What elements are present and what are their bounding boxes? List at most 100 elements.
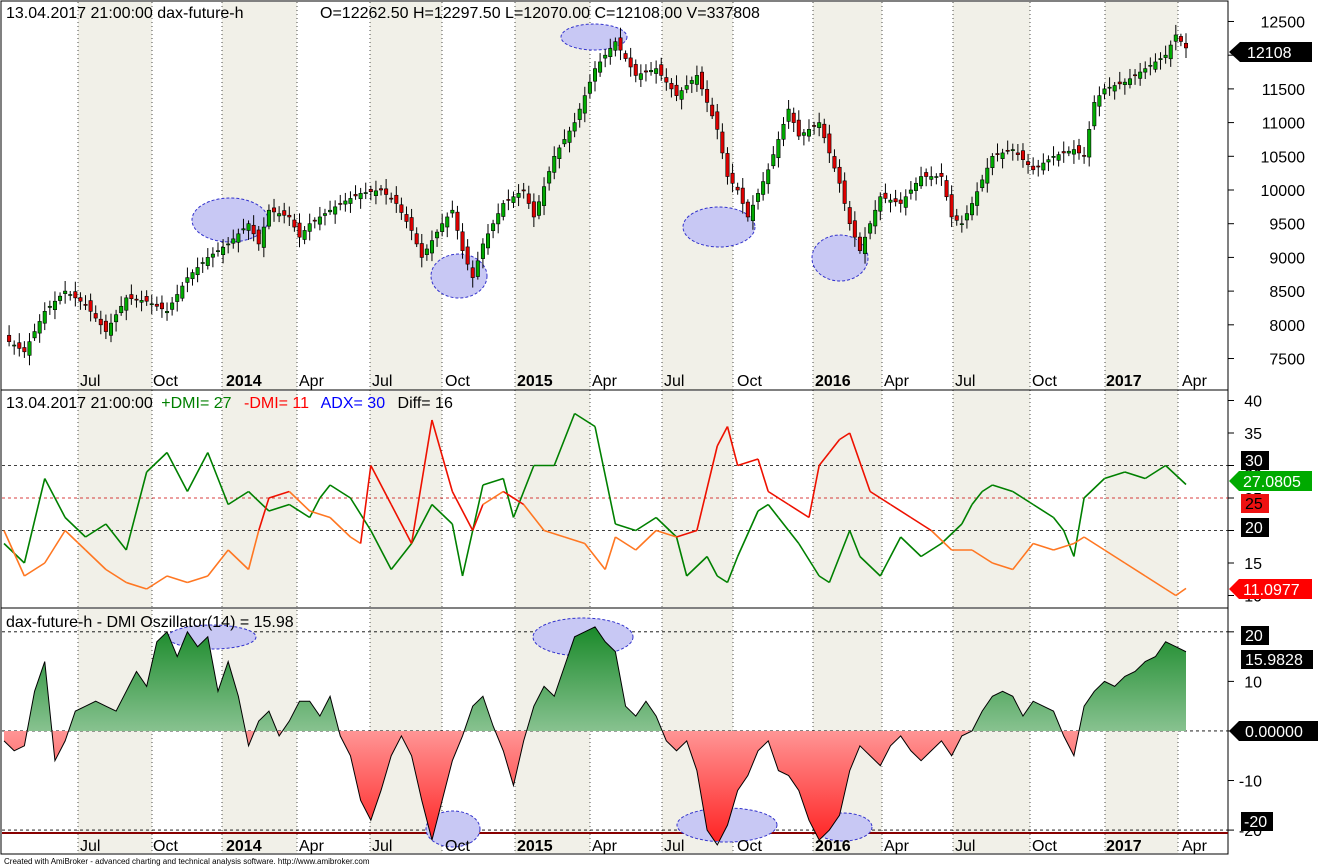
candle xyxy=(740,178,745,214)
candle xyxy=(333,200,338,224)
osc-tag-20: 20 xyxy=(1245,628,1263,645)
candle xyxy=(1046,155,1051,172)
x-tick-label: Oct xyxy=(445,838,470,855)
quarter-band xyxy=(1105,2,1178,390)
candle xyxy=(190,269,195,286)
dmi-segment xyxy=(655,516,678,538)
candle xyxy=(317,206,322,231)
quarter-band xyxy=(370,2,442,390)
dmi-segment xyxy=(1053,542,1075,551)
candle xyxy=(669,78,674,98)
dmi-segment xyxy=(1012,490,1034,506)
dmi-segment xyxy=(848,432,871,492)
candle xyxy=(1066,146,1071,157)
candle xyxy=(261,217,266,258)
background-bands xyxy=(78,2,1178,853)
x-tick-label: Apr xyxy=(1182,373,1208,390)
dmi-segment xyxy=(390,504,413,544)
candle xyxy=(745,199,750,222)
dmi-segment xyxy=(848,530,861,557)
candle xyxy=(42,302,47,331)
dmi-segment xyxy=(146,451,168,473)
dmi-y-label: 35 xyxy=(1244,426,1262,443)
candle xyxy=(470,260,475,288)
dmi-segment xyxy=(44,478,66,518)
x-tick-label: 2015 xyxy=(517,373,553,390)
x-tick-label: Jul xyxy=(664,373,684,390)
x-tick-label: Jul xyxy=(372,373,392,390)
candle xyxy=(246,220,251,240)
candle xyxy=(231,229,236,249)
candle xyxy=(771,146,776,169)
candle xyxy=(903,189,908,216)
candle xyxy=(618,27,623,61)
price-y-label: 8000 xyxy=(1269,318,1305,335)
candle xyxy=(852,211,857,247)
candle xyxy=(689,76,694,93)
dmi-segment xyxy=(166,575,188,584)
x-tick-label: Jul xyxy=(80,373,100,390)
dmi-segment xyxy=(1012,543,1034,570)
candle xyxy=(236,228,241,253)
candle xyxy=(68,290,73,301)
candle xyxy=(572,112,577,138)
dmi-segment xyxy=(431,419,454,492)
candle xyxy=(750,195,755,230)
candle xyxy=(521,182,526,199)
candle xyxy=(929,166,934,187)
quarter-band xyxy=(515,2,590,390)
candle xyxy=(1133,69,1138,85)
dmi-segment xyxy=(992,484,1014,493)
candle xyxy=(791,107,796,133)
price-highlight xyxy=(191,197,269,243)
candle xyxy=(1026,153,1031,174)
dmi-segment xyxy=(869,490,891,506)
price-y-label: 12500 xyxy=(1261,14,1306,31)
dmi-segment xyxy=(675,536,688,577)
candle xyxy=(297,213,302,248)
plus-dmi-line xyxy=(3,412,1187,584)
candle xyxy=(114,309,119,332)
dmi-segment xyxy=(319,484,331,499)
dmi-segment xyxy=(1124,562,1146,577)
candle xyxy=(1168,40,1173,67)
candle xyxy=(934,173,939,185)
candle xyxy=(964,205,969,229)
candle xyxy=(761,172,766,201)
osc-highlight-ellipses xyxy=(167,617,873,848)
candle xyxy=(552,146,557,180)
dmi-segment xyxy=(839,432,851,441)
candle xyxy=(373,180,378,205)
candle xyxy=(526,185,531,209)
candle xyxy=(557,144,562,169)
dmi-segment xyxy=(971,549,993,564)
candle xyxy=(348,191,353,213)
dmi-segment xyxy=(655,529,677,538)
candle xyxy=(954,208,959,226)
candle xyxy=(888,193,893,213)
candle xyxy=(582,86,587,123)
candle xyxy=(1077,138,1082,160)
dmi-segment xyxy=(726,426,739,466)
candle xyxy=(547,166,552,191)
candle xyxy=(215,242,220,257)
candle xyxy=(990,153,995,176)
candle xyxy=(827,124,832,163)
candle xyxy=(1097,86,1102,117)
candle xyxy=(404,206,409,229)
quarter-band xyxy=(953,2,1030,390)
osc-title: dax-future-h - DMI Oszillator(14) = 15.9… xyxy=(6,614,294,631)
dmi-segment xyxy=(584,543,606,570)
candle xyxy=(124,294,129,321)
candle xyxy=(129,284,134,305)
candle xyxy=(710,97,715,119)
dmi-segment xyxy=(247,530,260,570)
dmi-tag-30: 30 xyxy=(1245,453,1263,470)
dmi-segment xyxy=(737,458,759,467)
dmi-segment xyxy=(166,452,189,492)
dmi-segment xyxy=(350,536,362,545)
osc-tag-minus20: -20 xyxy=(1244,814,1267,831)
quarter-band xyxy=(1105,391,1178,607)
dmi-segment xyxy=(84,549,107,571)
candle xyxy=(58,292,63,305)
